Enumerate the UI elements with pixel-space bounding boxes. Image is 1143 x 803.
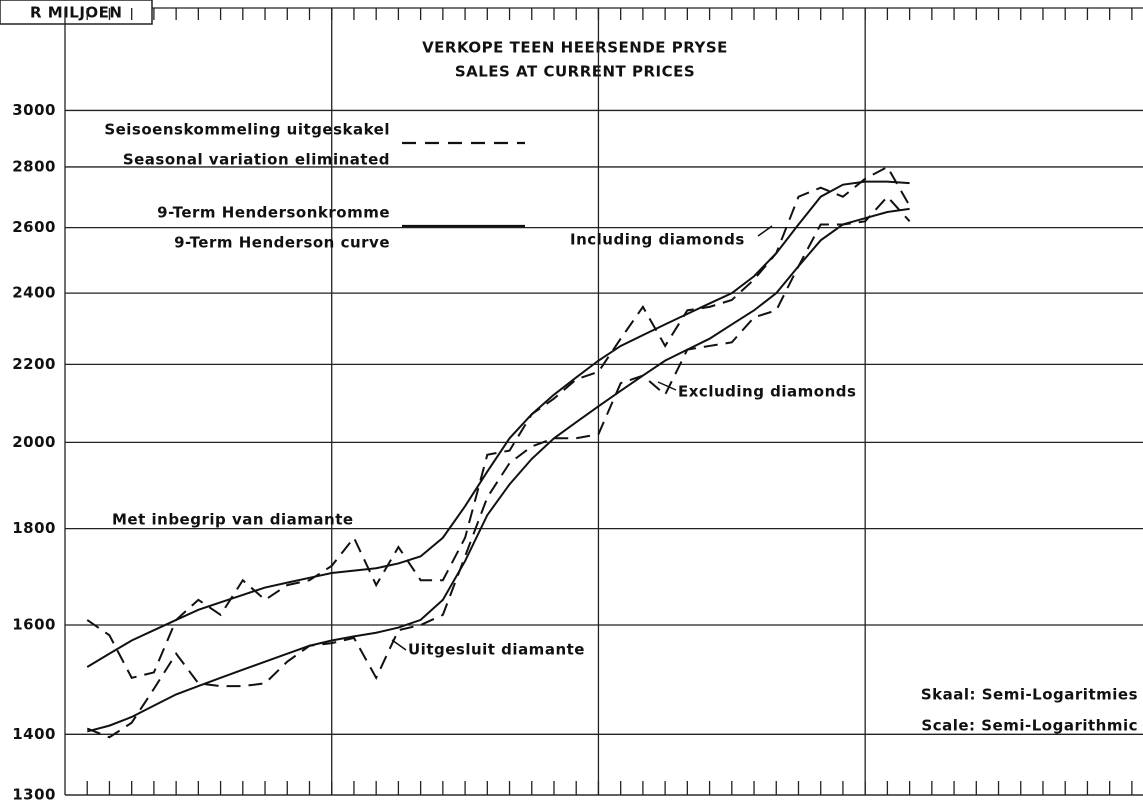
y-tick-label: 1300: [12, 786, 56, 803]
chart-title: VERKOPE TEEN HEERSENDE PRYSE: [422, 39, 728, 57]
legend-label: Seisoenskommeling uitgeskakel: [104, 121, 390, 139]
unit-box: [0, 0, 153, 25]
label-pointer: [757, 225, 773, 237]
y-tick-label: 2000: [12, 433, 56, 451]
y-tick-label: 1600: [12, 616, 56, 634]
series-line: [86, 207, 910, 733]
y-tick-label: 2400: [12, 284, 56, 302]
legend-label: 9-Term Henderson curve: [174, 234, 390, 252]
y-tick-label: 2800: [12, 157, 56, 175]
legend-label: Seasonal variation eliminated: [123, 151, 390, 169]
series-label: Met inbegrip van diamante: [112, 511, 354, 529]
y-tick-label: 2200: [12, 355, 56, 373]
series-label: Including diamonds: [570, 231, 745, 249]
series-line: [86, 180, 910, 668]
series-label: Excluding diamonds: [678, 383, 856, 401]
y-unit: R MILJOEN: [30, 4, 122, 22]
y-tick-label: 1400: [12, 725, 56, 743]
series-label: Uitgesluit diamante: [408, 641, 585, 659]
scale-note: Skaal: Semi-Logaritmies: [921, 686, 1138, 704]
chart-subtitle: SALES AT CURRENT PRICES: [455, 63, 695, 81]
scale-note: Scale: Semi-Logarithmic: [921, 717, 1138, 735]
legend-label: 9-Term Hendersonkromme: [157, 204, 390, 222]
label-pointer: [391, 639, 407, 651]
y-tick-label: 2600: [12, 218, 56, 236]
y-tick-label: 1800: [12, 519, 56, 537]
label-pointer: [657, 381, 677, 391]
y-tick-label: 3000: [12, 101, 56, 119]
